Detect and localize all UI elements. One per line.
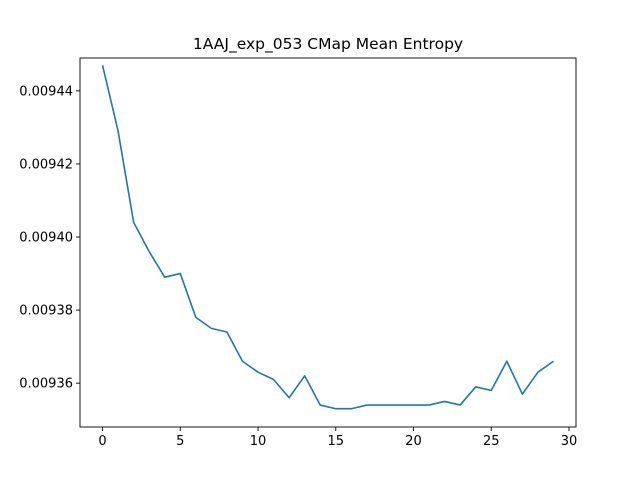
x-tick-label-15: 15 bbox=[328, 434, 345, 449]
x-tick-label-30: 30 bbox=[561, 434, 578, 449]
series-line-0 bbox=[101, 65, 554, 410]
x-tick-label-5: 5 bbox=[176, 434, 184, 449]
x-tick-label-20: 20 bbox=[405, 434, 422, 449]
y-tick-label-1: 0.00938 bbox=[19, 304, 73, 319]
x-tick-label-25: 25 bbox=[483, 434, 500, 449]
y-tick-label-3: 0.00942 bbox=[19, 157, 73, 172]
chart-title: 1AAJ_exp_053 CMap Mean Entropy bbox=[193, 35, 463, 54]
x-tick-label-0: 0 bbox=[98, 434, 106, 449]
y-tick-label-4: 0.00944 bbox=[19, 84, 73, 99]
plot-area: 0 5 10 15 20 25 30 0.00936 0.00938 0.00940 0.00942… bbox=[19, 57, 578, 449]
x-tick-label-10: 10 bbox=[250, 434, 267, 449]
y-tick-label-2: 0.00940 bbox=[19, 231, 73, 246]
axes-frame bbox=[79, 57, 577, 428]
y-tick-label-0: 0.00936 bbox=[19, 377, 73, 392]
